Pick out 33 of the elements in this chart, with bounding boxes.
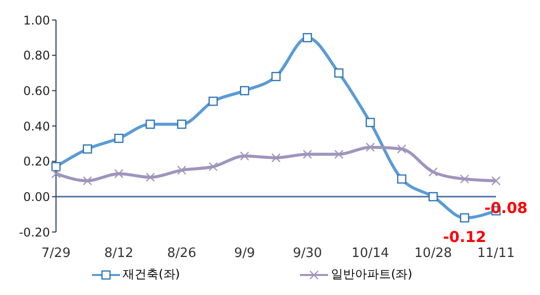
legend-label: 일반아파트(좌) — [331, 266, 412, 283]
x-tick-label: 11/11 — [477, 246, 515, 262]
point — [366, 118, 375, 128]
x-tick-label: 8/12 — [104, 246, 134, 262]
point — [397, 174, 406, 184]
point — [51, 162, 61, 172]
point — [177, 120, 186, 129]
y-tick-label: 1.00 — [23, 13, 50, 28]
data-label: -0.08 — [484, 198, 528, 217]
x-tick-label: 10/28 — [414, 246, 452, 262]
legend-label: 재건축(좌) — [122, 266, 180, 283]
point — [460, 213, 470, 222]
x-tick-label: 9/30 — [292, 246, 322, 262]
point — [82, 144, 92, 154]
x-tick-label: 9/9 — [234, 246, 256, 262]
y-tick-label: 0.00 — [23, 190, 50, 204]
x-tick-label: 10/14 — [352, 246, 390, 262]
point — [240, 86, 250, 96]
point — [302, 33, 312, 42]
y-tick-label: 0.20 — [23, 154, 50, 169]
point — [208, 96, 218, 106]
y-tick-label: 0.80 — [23, 48, 50, 63]
x-tick-label: 8/26 — [167, 246, 196, 262]
point — [146, 120, 155, 129]
y-tick-label: 0.40 — [23, 119, 50, 134]
y-tick-label: 0.60 — [23, 84, 50, 98]
data-label: -0.12 — [442, 228, 486, 246]
point — [428, 192, 438, 202]
point — [334, 68, 344, 78]
y-tick-label: -0.20 — [18, 225, 50, 240]
point — [271, 72, 281, 82]
x-tick-label: 7/29 — [41, 246, 71, 262]
point — [114, 134, 124, 143]
